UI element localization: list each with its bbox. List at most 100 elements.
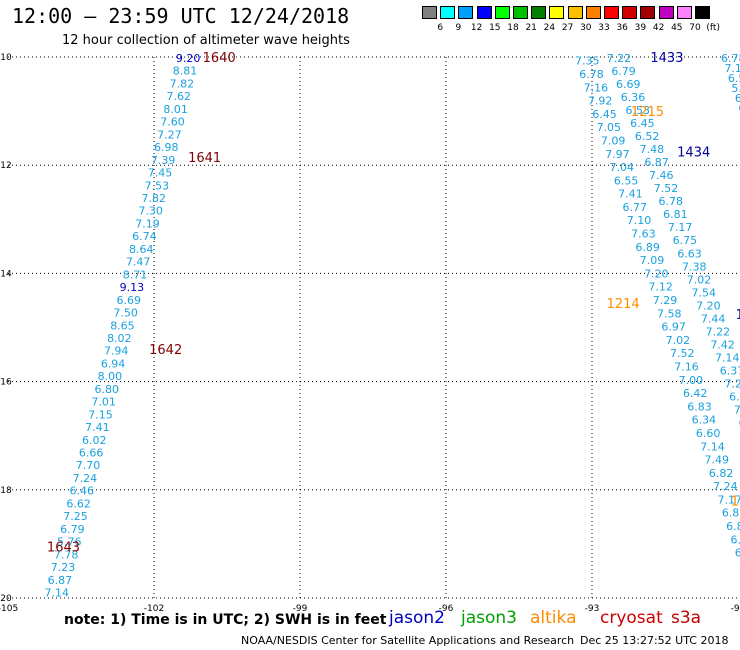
wave-height-value: 7.14	[700, 440, 725, 453]
wave-height-value: 7.49	[705, 454, 730, 467]
wave-height-value: 9.13	[120, 281, 145, 294]
latitude-tick-label: -18	[0, 486, 12, 496]
pass-time-label: 1641	[188, 151, 221, 166]
satellite-legend-jason3: jason3	[461, 608, 517, 628]
wave-height-value: 7.44	[701, 312, 726, 325]
wave-height-value: 7.41	[618, 188, 643, 201]
wave-height-value: 7.24	[73, 472, 98, 485]
wave-height-value: 7.62	[167, 90, 192, 103]
wave-height-value: 6.94	[101, 357, 126, 370]
color-swatch-42	[658, 6, 674, 19]
color-swatch-3	[422, 6, 437, 19]
wave-height-value: 9.20	[176, 52, 201, 65]
wave-height-value: 6.1	[738, 102, 740, 115]
wave-height-value: 7.24	[713, 480, 738, 493]
wave-height-value: 6.97	[661, 321, 686, 334]
color-scale-label: 15	[489, 23, 501, 33]
wave-height-value: 7.45	[148, 167, 173, 180]
wave-height-value: 7.58	[657, 307, 682, 320]
color-scale-label: 18	[507, 23, 519, 33]
wave-height-value: 7.35	[575, 55, 600, 68]
pass-time-label: 1642	[149, 343, 182, 358]
wave-height-value: 7.38	[682, 260, 707, 273]
wave-height-value: 7.63	[631, 228, 656, 241]
wave-height-value: 6.46	[70, 485, 95, 498]
page-title: 12:00 — 23:59 UTC 12/24/2018	[12, 4, 350, 28]
color-swatch-33	[604, 6, 619, 19]
latitude-tick-label: -16	[0, 378, 12, 388]
satellite-legend-cryosat: cryosat	[600, 608, 663, 628]
wave-height-value: 8.02	[107, 332, 132, 345]
color-swatch-36	[622, 6, 638, 19]
longitude-tick-label: -102	[144, 604, 164, 614]
wave-height-value: 7.02	[687, 273, 712, 286]
pass-time-label: 1434	[677, 146, 710, 161]
color-scale-label: 27	[561, 23, 574, 33]
wave-height-value: 7.16	[584, 81, 609, 94]
wave-height-value: 6.77	[622, 201, 647, 214]
longitude-tick-label: -99	[293, 604, 308, 614]
wave-height-value: 7.50	[113, 307, 138, 320]
wave-height-value: 7.04	[610, 161, 635, 174]
wave-height-value: 7.01	[91, 396, 116, 409]
wave-height-value: 7.17	[668, 221, 693, 234]
wave-height-value: 7.41	[85, 421, 110, 434]
wave-height-value: 8.64	[129, 243, 154, 256]
wave-height-value: 6.87	[48, 574, 73, 587]
color-swatch-30	[585, 6, 601, 19]
wave-height-value: 7.12	[648, 281, 673, 294]
wave-height-value: 6.69	[616, 78, 641, 91]
wave-height-value: 6.82	[722, 507, 740, 520]
pass-time-label: 1215	[631, 105, 664, 120]
wave-height-value: 6.87	[644, 156, 669, 169]
wave-height-value: 6.80	[95, 383, 120, 396]
latitude-tick-label: -12	[0, 161, 12, 171]
color-swatch-15	[494, 6, 510, 19]
wave-height-value: 8.00	[98, 370, 123, 383]
wave-height-value: 6.89	[726, 520, 740, 533]
wave-height-value: 7.22	[607, 52, 632, 65]
wave-height-value: 7.05	[597, 121, 622, 134]
credit-text: NOAA/NESDIS Center for Satellite Applica…	[241, 634, 575, 647]
color-scale-label: 6	[437, 23, 444, 33]
color-scale-label: 12	[470, 23, 483, 33]
wave-height-value: 6.39	[729, 390, 740, 403]
color-scale-label: 36	[616, 23, 628, 33]
pass-time-label: 1640	[203, 51, 236, 66]
wave-height-value: 6.55	[614, 174, 639, 187]
longitude-tick-label: -96	[439, 604, 454, 614]
wave-height-value: 7.14	[45, 587, 70, 600]
wave-height-value: 6.79	[611, 65, 636, 78]
wave-height-value: 7.26	[734, 403, 740, 416]
color-scale-label: 39	[634, 23, 647, 33]
color-swatch-70	[695, 6, 710, 19]
wave-height-value: 7.70	[76, 459, 101, 472]
satellite-legend-jason2: jason2	[389, 608, 445, 628]
latitude-tick-label: -20	[0, 594, 12, 604]
color-swatch-45	[676, 6, 692, 19]
wave-height-value: 6.81	[663, 208, 688, 221]
wave-height-value: 7.52	[654, 182, 679, 195]
wave-height-value: 6.66	[739, 416, 740, 429]
wave-height-value: 7.23	[51, 561, 76, 574]
wave-height-value: 7.30	[138, 205, 163, 218]
color-scale-unit: (ft)	[706, 23, 720, 33]
wave-height-value: 7.14	[715, 351, 740, 364]
wave-height-value: 6.52	[635, 130, 660, 143]
wave-height-value: 6.83	[687, 400, 712, 413]
wave-height-value: 7.97	[605, 148, 630, 161]
wave-height-value: 7.09	[640, 254, 665, 267]
wave-height-value: 7.82	[170, 77, 195, 90]
wave-height-value: 7.10	[627, 214, 652, 227]
wave-height-value: 7.25	[63, 510, 87, 523]
color-scale-label: 21	[525, 23, 537, 33]
wave-height-value: 6.75	[673, 234, 698, 247]
wave-height-value: 7.47	[126, 256, 151, 269]
color-swatch-6	[440, 6, 456, 19]
wave-height-value: 8.65	[110, 319, 135, 332]
longitude-tick-label: -90	[731, 604, 740, 614]
wave-height-value: 6.98	[154, 141, 179, 154]
wave-height-value: 7.54	[691, 286, 716, 299]
wave-height-value: 7.46	[649, 169, 674, 182]
color-scale-label: 45	[671, 23, 683, 33]
